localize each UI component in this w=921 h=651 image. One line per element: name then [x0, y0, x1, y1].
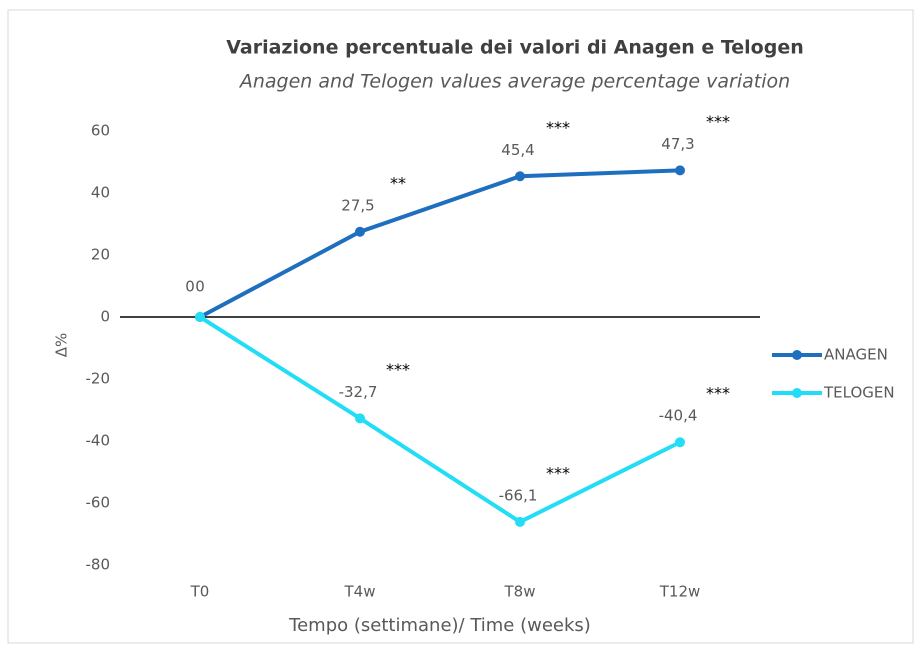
significance-label: ***: [706, 384, 730, 403]
y-tick-label: -40: [86, 432, 111, 450]
data-label: 47,3: [661, 135, 694, 153]
y-tick-label: 0: [100, 308, 110, 326]
data-label: 0: [195, 278, 205, 296]
series-line: [199, 168, 681, 319]
y-tick-label: 60: [91, 122, 110, 140]
data-point: [195, 312, 205, 322]
significance-label: ***: [546, 118, 570, 137]
data-point: [675, 165, 685, 176]
y-tick-label: 40: [91, 184, 110, 202]
data-point: [515, 516, 525, 527]
data-label: -66,1: [499, 486, 538, 504]
x-tick-label: T4w: [344, 583, 376, 601]
significance-label: ***: [546, 463, 570, 482]
data-point: [675, 437, 685, 448]
significance-label: ***: [386, 360, 410, 379]
chart-border: [7, 9, 914, 644]
legend-label: TELOGEN: [823, 384, 895, 402]
significance-label: **: [390, 173, 406, 192]
data-point: [355, 226, 365, 237]
x-tick-label: T8w: [504, 583, 536, 601]
significance-label: ***: [706, 112, 730, 131]
chart-title: Variazione percentuale dei valori di Ana…: [226, 37, 804, 59]
data-label: 0: [185, 278, 195, 296]
y-axis-label: Δ%: [53, 333, 71, 358]
series-line: [198, 315, 681, 525]
data-label: 27,5: [341, 196, 374, 214]
x-axis-label: Tempo (settimane)/ Time (weeks): [288, 615, 591, 636]
legend-marker: [792, 388, 802, 398]
data-point: [355, 413, 365, 424]
data-label: -32,7: [339, 383, 378, 401]
y-tick-label: -60: [86, 494, 111, 512]
legend-marker: [792, 350, 802, 360]
data-label: -40,4: [659, 407, 698, 425]
y-tick-label: -20: [86, 370, 111, 388]
x-tick-label: T12w: [659, 583, 701, 601]
chart-subtitle: Anagen and Telogen values average percen…: [238, 71, 790, 93]
data-label: 45,4: [501, 141, 534, 159]
legend-label: ANAGEN: [824, 346, 888, 364]
x-tick-label: T0: [190, 583, 210, 601]
y-tick-label: 20: [91, 246, 110, 264]
y-tick-label: -80: [86, 556, 111, 574]
data-point: [515, 171, 525, 182]
